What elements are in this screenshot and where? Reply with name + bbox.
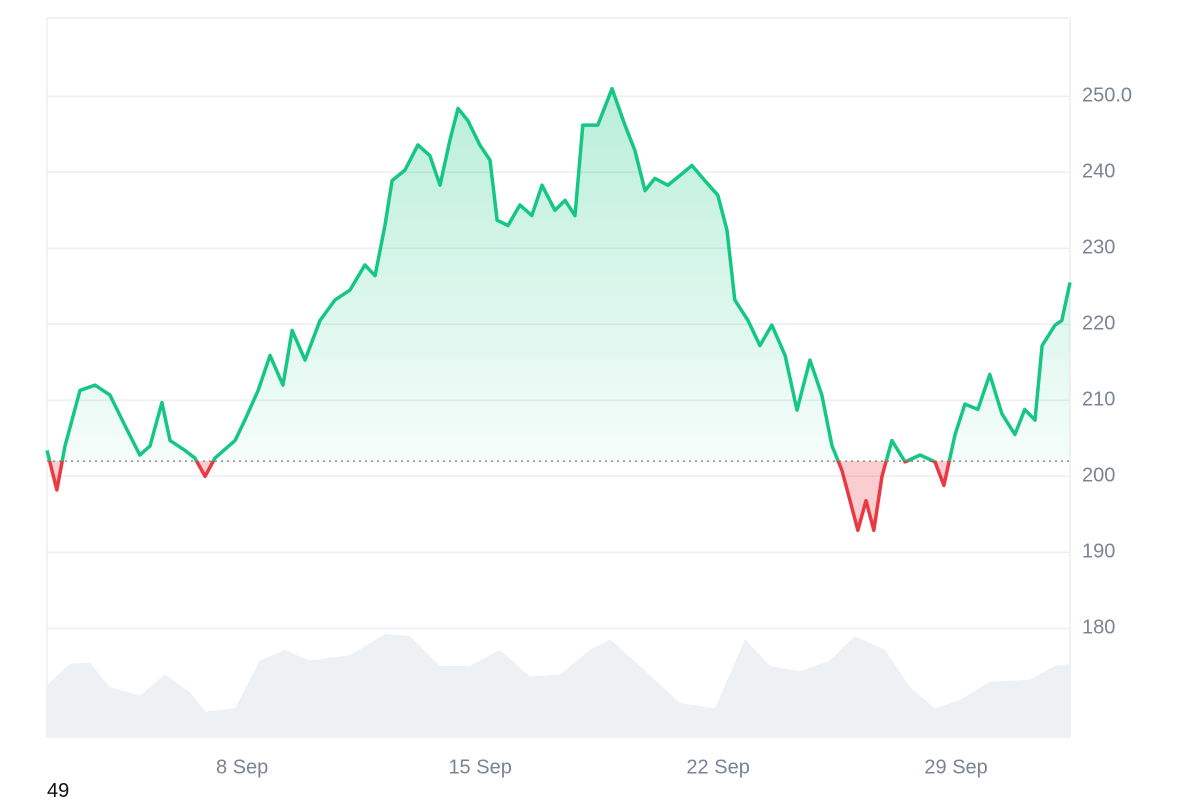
x-tick-label: 29 Sep <box>924 756 987 778</box>
x-tick-label: 22 Sep <box>686 756 749 778</box>
y-tick-label: 200 <box>1082 465 1115 487</box>
y-tick-label: 220 <box>1082 313 1115 335</box>
price-area <box>47 88 1070 531</box>
y-tick-label: 250.0 <box>1082 85 1132 107</box>
y-tick-label: 180 <box>1082 617 1115 639</box>
x-tick-label: 15 Sep <box>448 756 511 778</box>
x-tick-label: 8 Sep <box>216 756 268 778</box>
y-tick-label: 240 <box>1082 161 1115 183</box>
price-line <box>45 86 1072 533</box>
y-tick-label: 230 <box>1082 237 1115 259</box>
y-tick-label: 210 <box>1082 389 1115 411</box>
y-tick-label: 190 <box>1082 541 1115 563</box>
footer-text: 49 <box>47 780 70 802</box>
volume-area <box>47 634 1070 737</box>
